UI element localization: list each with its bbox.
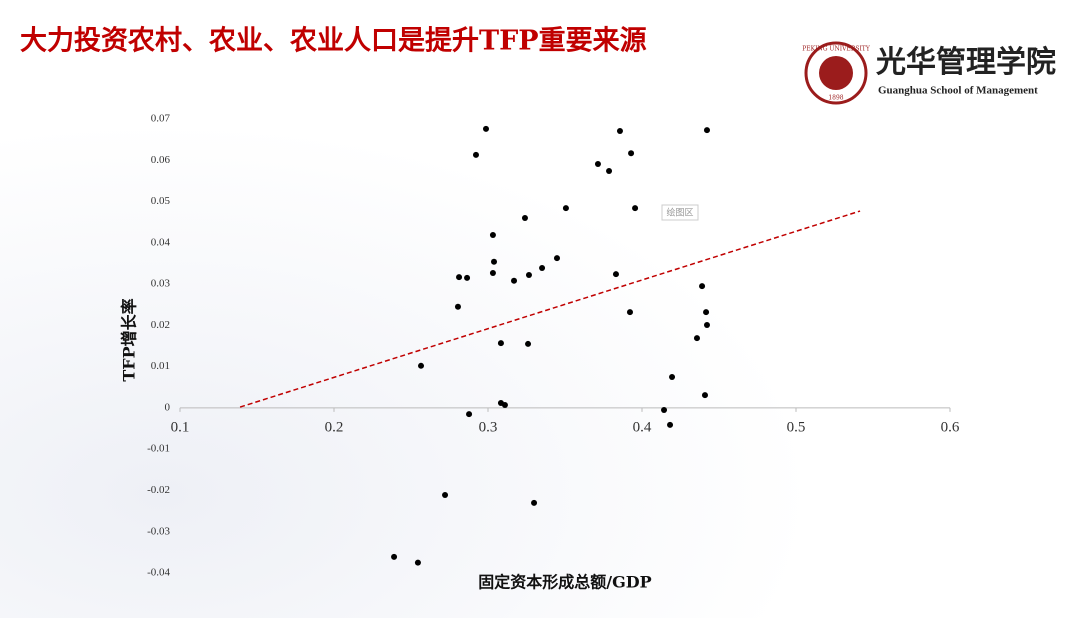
plot-area-tag-box — [661, 204, 699, 221]
slide-title: 大力投资农村、农业、农业人口是提升TFP重要来源 — [20, 26, 647, 57]
y-tick-label: 0.05 — [151, 195, 171, 207]
point — [669, 373, 676, 380]
y-tick-label: -0.03 — [147, 525, 170, 537]
point — [489, 269, 496, 276]
y-tick-label: 0.03 — [151, 278, 171, 290]
x-tick-label: 0.5 — [787, 419, 806, 435]
y-tick-label: 0.04 — [151, 236, 171, 248]
point — [703, 309, 710, 316]
point — [525, 340, 532, 347]
x-tick-label: 0.2 — [325, 419, 344, 435]
x-tick-label: 0.4 — [633, 419, 652, 435]
point — [442, 491, 449, 498]
y-tick-label: -0.01 — [147, 443, 170, 455]
y-tick-label: -0.04 — [147, 567, 170, 579]
seal-year: 1898 — [828, 95, 843, 102]
point — [594, 160, 601, 167]
point — [693, 335, 700, 342]
point — [628, 150, 635, 157]
chart: 0.07 0.06 0.05 0.04 0.03 0.02 0.01 0 -0.01 -0.02 -… — [147, 113, 960, 579]
point — [511, 277, 518, 284]
point — [456, 274, 463, 281]
plot-area-tag: 绘图区 — [666, 207, 693, 219]
point — [472, 151, 479, 158]
point — [632, 205, 639, 212]
point — [703, 127, 710, 134]
point — [521, 215, 528, 222]
x-tick-label: 0.6 — [941, 419, 960, 435]
logo: PEKING UNIVERSITY 1898 光华管理学院 Guanghua S… — [802, 41, 1056, 105]
point — [391, 553, 398, 560]
point — [699, 283, 706, 290]
point — [539, 264, 546, 271]
y-tick-label: 0.06 — [151, 154, 171, 166]
point — [454, 303, 461, 310]
logo-subtitle: Guanghua School of Management — [878, 85, 1038, 97]
seal-text: PEKING UNIVERSITY — [802, 46, 871, 53]
point — [553, 255, 560, 262]
point — [489, 231, 496, 238]
point — [531, 499, 538, 506]
point — [701, 392, 708, 399]
trendline — [239, 210, 861, 408]
logo-name: 光华管理学院 — [876, 45, 1056, 80]
point — [464, 274, 471, 281]
x-tick-label: 0.1 — [171, 419, 190, 435]
point — [525, 272, 532, 279]
point — [418, 362, 425, 369]
point — [703, 321, 710, 328]
point — [414, 559, 421, 566]
point — [661, 406, 668, 413]
point — [466, 411, 473, 418]
y-tick-label: 0.01 — [151, 360, 170, 372]
x-axis-label: 固定资本形成总额/GDP — [478, 573, 651, 592]
point — [491, 258, 498, 265]
point — [667, 421, 674, 428]
x-tick-label: 0.3 — [479, 419, 498, 435]
point — [612, 271, 619, 278]
seal-core — [819, 56, 853, 90]
point — [482, 125, 489, 132]
point — [562, 205, 569, 212]
point — [616, 127, 623, 134]
y-tick-label: 0.07 — [151, 113, 171, 125]
point — [497, 340, 504, 347]
y-tick-label: 0 — [165, 401, 171, 413]
y-axis-label: TFP增长率 — [120, 298, 139, 381]
y-tick-label: 0.02 — [151, 319, 170, 331]
point — [501, 402, 508, 409]
y-tick-label: -0.02 — [147, 484, 170, 496]
point — [606, 168, 613, 175]
point — [626, 309, 633, 316]
